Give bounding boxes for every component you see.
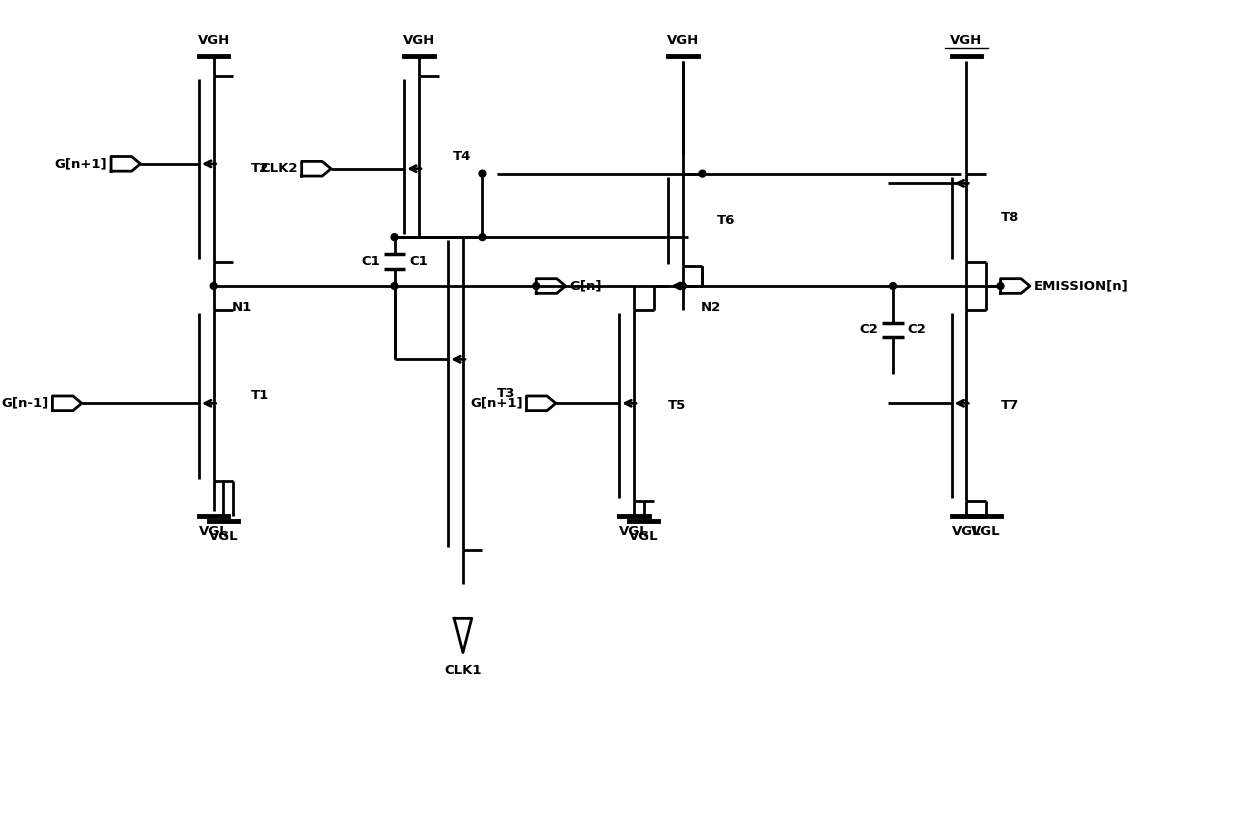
Text: VGH: VGH xyxy=(197,33,229,47)
Text: C2: C2 xyxy=(859,323,878,337)
Text: VGL: VGL xyxy=(971,526,1001,538)
Circle shape xyxy=(533,282,539,289)
Circle shape xyxy=(680,282,686,289)
Text: G[n-1]: G[n-1] xyxy=(1,397,48,410)
Text: T2: T2 xyxy=(250,162,269,175)
Circle shape xyxy=(699,170,706,177)
Text: T4: T4 xyxy=(453,150,471,163)
Text: VGL: VGL xyxy=(208,531,238,543)
Text: G[n+1]: G[n+1] xyxy=(470,397,522,410)
Text: C2: C2 xyxy=(908,323,926,337)
Text: T3: T3 xyxy=(497,387,516,400)
Text: VGL: VGL xyxy=(629,531,658,543)
Text: T6: T6 xyxy=(717,213,735,227)
Text: T7: T7 xyxy=(1001,399,1019,412)
Text: CLK1: CLK1 xyxy=(444,664,481,677)
Text: G[n]: G[n] xyxy=(569,280,601,292)
Text: G[n+1]: G[n+1] xyxy=(55,157,107,170)
Circle shape xyxy=(479,234,486,241)
Text: C1: C1 xyxy=(409,255,428,268)
Text: VGL: VGL xyxy=(198,526,228,538)
Circle shape xyxy=(997,282,1004,289)
Text: VGH: VGH xyxy=(667,33,699,47)
Text: N1: N1 xyxy=(232,301,252,314)
Text: VGH: VGH xyxy=(403,33,435,47)
Text: VGL: VGL xyxy=(951,526,981,538)
Text: T1: T1 xyxy=(250,390,269,402)
Circle shape xyxy=(391,282,398,289)
Text: C1: C1 xyxy=(361,255,379,268)
Text: VGL: VGL xyxy=(619,526,649,538)
Circle shape xyxy=(889,282,897,289)
Text: T8: T8 xyxy=(1001,211,1019,224)
Circle shape xyxy=(391,234,398,241)
Circle shape xyxy=(479,170,486,177)
Circle shape xyxy=(211,282,217,289)
Text: T5: T5 xyxy=(668,399,687,412)
Text: CLK2: CLK2 xyxy=(260,162,298,175)
Text: VGH: VGH xyxy=(950,33,982,47)
Text: EMISSION[n]: EMISSION[n] xyxy=(1034,280,1128,292)
Text: N2: N2 xyxy=(701,301,720,314)
